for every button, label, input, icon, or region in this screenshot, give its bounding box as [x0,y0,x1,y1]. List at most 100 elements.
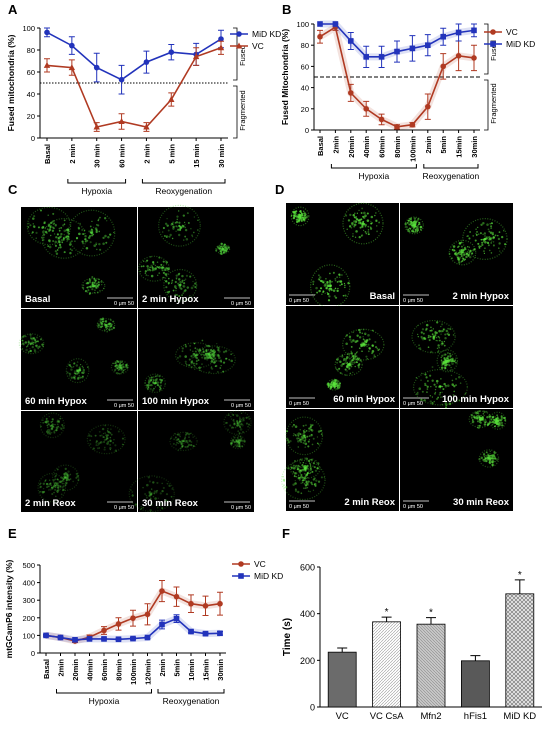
tiles-D-mito-speck [440,325,442,328]
tiles-C-mito-speck [150,498,153,501]
tiles-D-mito-speck [471,421,474,423]
tiles-D-mito-speck [478,424,481,427]
tiles-C-mito-speck [64,476,67,480]
tiles-C-mito-speck [76,361,79,363]
tiles-D-mito-speck [441,340,443,343]
tiles-C-mito-speck [236,424,239,427]
tiles-D-mito-speck [468,251,471,254]
tiles-C-mito-speck [159,378,162,381]
tiles-C-mito-speck [51,418,54,420]
tiles-C-mito-speck [73,362,76,364]
plot-E-mid-kd-point [173,615,180,622]
tiles-D-mito-speck [450,369,452,371]
tiles-C-mito-speck [194,356,198,359]
tiles-D-mito-speck [327,299,331,302]
tiles-D-mito-speck [336,361,338,364]
tiles-C-mito-speck [101,427,105,431]
tiles-C-mito-speck [66,483,68,485]
tiles-C-mito-speck [207,344,211,348]
tiles-C-mito-speck [213,354,216,357]
tiles-C-mito-speck [157,497,159,499]
tiles-C-mito-speck [62,425,64,428]
tiles-C-mito-speck [151,265,153,267]
plot-E-x-tick-label: 120min [144,659,153,685]
tiles-D-mito-speck [456,254,458,256]
tiles-D-mito-speck [429,400,432,403]
tiles-D-mito-speck [460,241,463,244]
tiles-D-mito-speck [458,260,460,263]
tiles-D-mito-speck [304,484,308,487]
tiles-C-mito-speck [233,422,236,425]
tiles-D-mito-speck [413,217,417,220]
tiles-C-cell-signal [175,342,217,369]
tiles-D-mito-speck [484,421,487,424]
plot-E-x-tick-label: 100min [129,659,138,685]
plot-f-x-tick-label: VC CsA [370,711,404,722]
tiles-D-mito-speck [363,340,366,343]
tiles-D-mito-speck [436,382,438,384]
tiles-D-mito-speck [305,216,308,219]
tiles-D-mito-speck [358,218,362,222]
tiles-C-mito-speck [240,412,243,414]
tiles-D-mito-speck [484,238,486,241]
tiles-C-mito-speck [231,413,233,415]
tiles-C-mito-speck [105,324,108,326]
tiles-C-mito-speck [94,285,98,288]
tiles-D-mito-speck [347,363,351,366]
tiles-C-mito-speck [37,347,40,350]
tiles-C-mito-speck [234,444,237,446]
tiles-C-mito-speck [107,440,110,443]
tiles-C-mito-speck [52,486,55,488]
tiles-D-mito-speck [435,336,438,339]
tiles-D-mito-speck [316,436,319,438]
tiles-D-mito-speck [474,239,477,242]
tiles-C-mito-speck [242,419,245,422]
tiles-C-mito-speck [178,278,181,281]
tiles-D-mito-speck [327,382,330,385]
tiles-C-mito-speck [110,325,113,328]
tiles-C-mito-speck [34,341,37,343]
tiles-C-mito-speck [82,368,85,372]
plot-A-mid-kd-line [46,31,222,81]
tiles-C-tile [138,411,254,512]
tiles-D-mito-speck [434,389,437,391]
tiles-C-mito-speck [236,422,238,425]
tiles-D-mito-speck [309,468,313,471]
tiles-C-mito-speck [227,414,230,417]
tiles-D-mito-speck [462,248,464,250]
tiles-C-mito-speck [131,493,134,496]
tiles-C-mito-speck [197,229,199,231]
tiles-D-mito-speck [424,328,428,332]
tiles-C-mito-speck [121,363,123,366]
tiles-C-mito-speck [50,486,53,489]
tiles-C-mito-speck [213,351,215,353]
tiles-D-mito-speck [346,356,349,359]
tiles-D-mito-speck [327,288,330,291]
tiles-C-mito-speck [105,321,107,324]
tiles-C-mito-speck [66,478,69,481]
tiles-D-mito-speck [420,228,422,231]
tiles-D-mito-speck [439,385,442,388]
tiles-D-mito-speck [330,386,332,388]
tiles-D-mito-speck [431,402,434,404]
tiles-D-mito-speck [411,224,414,228]
tiles-D-mito-speck [475,232,477,235]
tiles-C-mito-speck [149,509,152,512]
tiles-D-mito-speck [437,349,440,352]
tiles-D-mito-speck [294,465,297,468]
tiles-C-mito-speck [181,441,184,443]
tiles-C-mito-speck [192,356,195,359]
tiles-D-mito-speck [415,392,419,396]
tiles-C-mito-speck [145,494,148,497]
tiles-D-mito-speck [301,219,303,222]
tiles-D-scale-label: 0 μm 50 [403,504,423,510]
tiles-C-mito-speck [146,387,150,390]
tiles-C-mito-speck [152,378,155,381]
tiles-C-mito-speck [232,419,234,422]
tiles-D-mito-speck [318,289,321,293]
tiles-D-mito-speck [303,483,306,485]
tiles-C-mito-speck [103,448,106,451]
tiles-C-mito-speck [65,478,69,481]
tiles-D-mito-speck [352,356,355,360]
tiles-D-mito-speck [481,241,484,244]
